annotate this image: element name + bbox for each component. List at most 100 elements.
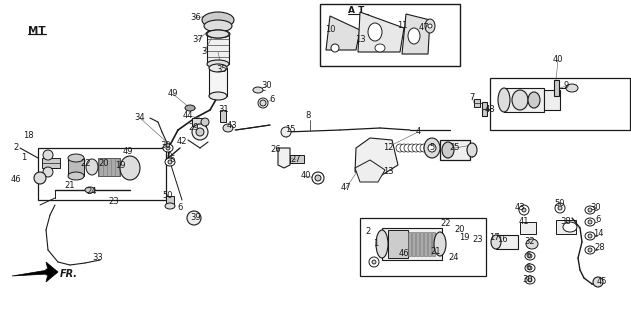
Text: 2: 2 [365,228,370,236]
Text: 22: 22 [440,220,451,228]
Circle shape [168,160,172,164]
Ellipse shape [202,12,234,28]
Ellipse shape [85,187,95,193]
Circle shape [396,144,404,152]
Bar [432,232,435,256]
Circle shape [315,175,321,181]
Bar [504,88,544,112]
Circle shape [558,206,562,210]
Circle shape [522,208,526,212]
Ellipse shape [209,64,227,72]
Bar [408,232,411,256]
Text: 13: 13 [382,167,393,177]
Circle shape [528,254,532,258]
Bar [192,118,206,126]
Text: 19: 19 [459,234,469,243]
Text: 14: 14 [593,229,603,238]
Bar [474,99,480,107]
Ellipse shape [585,206,595,214]
Ellipse shape [425,19,435,33]
Text: 49: 49 [168,90,178,99]
Circle shape [412,144,420,152]
Text: 2: 2 [13,143,19,153]
Ellipse shape [68,154,84,162]
Text: MT: MT [28,26,45,36]
Ellipse shape [585,246,595,254]
Bar [320,4,460,66]
Ellipse shape [209,92,227,100]
Bar [209,68,227,96]
Ellipse shape [376,230,388,258]
Text: 48: 48 [485,106,495,115]
Text: 3: 3 [201,47,207,57]
Text: 49: 49 [123,148,133,156]
Circle shape [428,144,436,152]
Text: 26: 26 [271,146,281,155]
Text: 21: 21 [65,181,75,190]
Circle shape [420,144,428,152]
Circle shape [166,146,170,150]
Text: 5: 5 [429,143,435,153]
Circle shape [528,278,532,282]
Bar [554,80,559,96]
Ellipse shape [201,118,209,126]
Text: 42: 42 [177,138,187,147]
Ellipse shape [312,172,324,184]
Ellipse shape [585,218,595,226]
Text: 17: 17 [488,234,499,243]
Ellipse shape [43,167,53,177]
Text: 12: 12 [383,143,393,153]
Text: 35: 35 [216,66,227,75]
Polygon shape [402,14,430,54]
Text: 23: 23 [473,236,483,244]
Circle shape [424,144,432,152]
Bar [166,196,174,206]
Ellipse shape [185,105,195,111]
Ellipse shape [434,232,446,256]
Ellipse shape [207,60,229,68]
Text: 11: 11 [397,21,407,30]
Ellipse shape [68,172,84,180]
Ellipse shape [491,235,501,249]
Circle shape [528,266,532,270]
Ellipse shape [369,257,379,267]
Ellipse shape [566,84,578,92]
Text: 43: 43 [515,204,526,212]
Text: 19: 19 [115,161,125,170]
Text: 25: 25 [450,143,460,153]
Ellipse shape [253,87,263,93]
Ellipse shape [555,203,565,213]
Circle shape [416,144,424,152]
Ellipse shape [163,144,173,152]
Ellipse shape [86,159,98,175]
Ellipse shape [43,150,53,160]
Circle shape [588,234,592,238]
Circle shape [408,144,416,152]
Ellipse shape [165,203,175,209]
Bar [68,158,84,176]
Text: 4: 4 [415,127,421,137]
Ellipse shape [204,20,232,32]
Circle shape [192,124,208,140]
Ellipse shape [258,98,268,108]
Bar [520,222,536,234]
Text: A T: A T [348,6,364,15]
Text: 47: 47 [341,183,351,193]
Text: 6: 6 [177,204,183,212]
Circle shape [187,211,201,225]
Ellipse shape [165,158,175,166]
Ellipse shape [467,143,477,157]
Text: 6: 6 [269,95,274,105]
Circle shape [588,248,592,252]
Ellipse shape [368,23,382,41]
Text: 6: 6 [169,156,175,164]
Text: 36: 36 [191,13,201,22]
Text: 46: 46 [399,250,410,259]
Bar [360,218,486,276]
Polygon shape [12,262,58,282]
Bar [424,232,427,256]
Text: 47: 47 [419,23,429,33]
Bar [382,228,442,260]
Ellipse shape [442,142,454,158]
Bar [556,220,576,234]
